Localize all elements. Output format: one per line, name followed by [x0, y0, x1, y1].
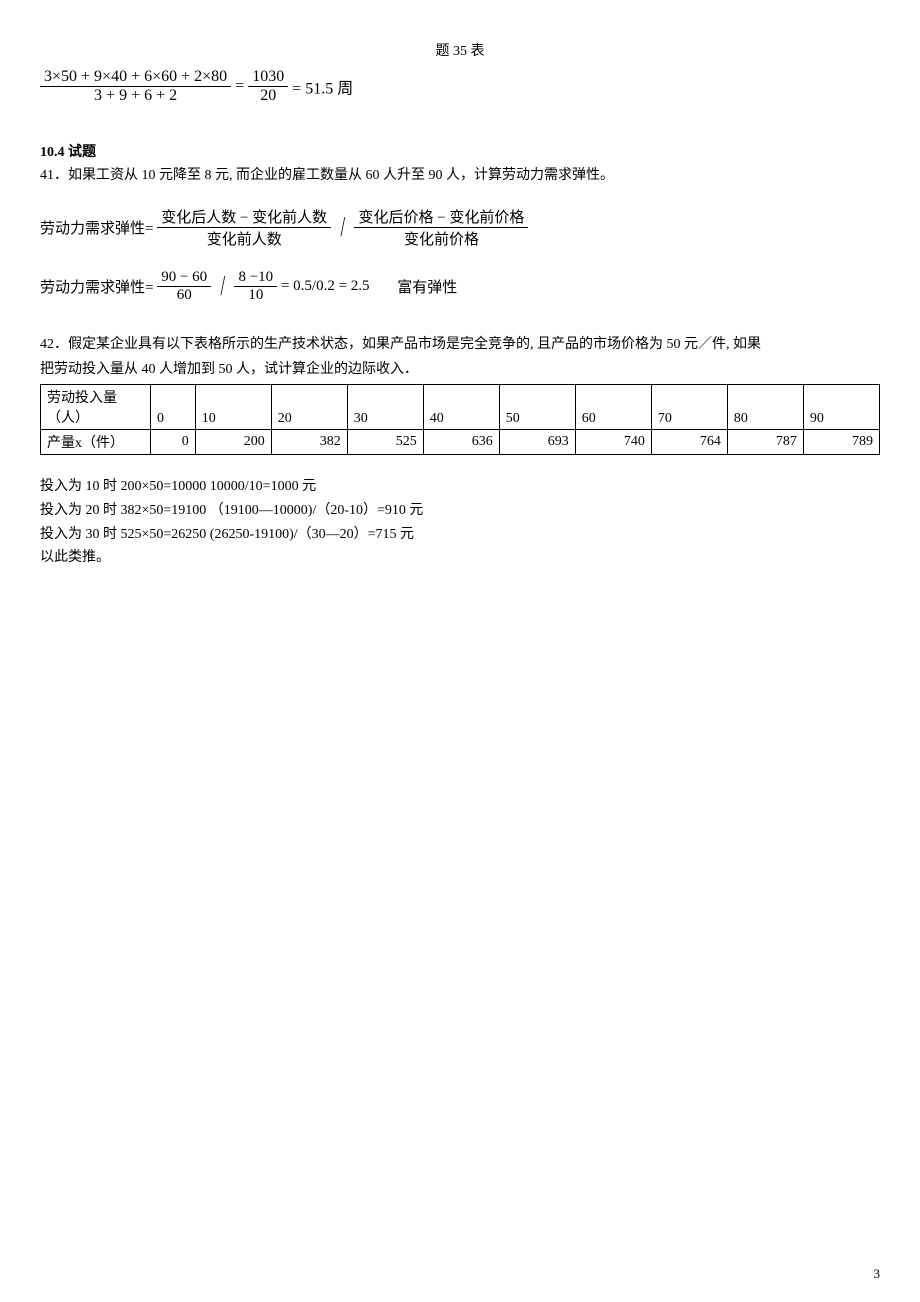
elasticity-calculation: 劳动力需求弹性= 90 − 60 60 / 8 −10 10 = 0.5/0.2… [40, 269, 880, 304]
elasticity-calc-f1-num: 90 − 60 [157, 269, 211, 287]
formula-1-mid-den: 20 [248, 87, 288, 105]
elasticity-calc-result: = 0.5/0.2 = 2.5 [281, 278, 370, 294]
table-cell: 787 [727, 430, 803, 455]
elasticity-left-den: 变化前人数 [157, 228, 331, 249]
section-heading: 10.4 试题 [40, 141, 880, 161]
calc-line-2: 投入为 20 时 382×50=19100 （19100—10000)/（20-… [40, 499, 880, 523]
table-35-title: 题 35 表 [40, 40, 880, 60]
question-41: 41．如果工资从 10 元降至 8 元, 而企业的雇工数量从 60 人升至 90… [40, 165, 880, 186]
table-cell: 30 [347, 385, 423, 430]
table-cell: 740 [575, 430, 651, 455]
table-cell: 90 [803, 385, 879, 430]
table-row: 劳动投入量（人） 0 10 20 30 40 50 60 70 80 90 [41, 385, 880, 430]
table-cell: 0 [151, 430, 196, 455]
formula-1-numerator: 3×50 + 9×40 + 6×60 + 2×80 [40, 68, 231, 87]
formula-1-result: = 51.5 周 [292, 81, 353, 98]
elasticity-formula-definition: 劳动力需求弹性= 变化后人数 − 变化前人数 变化前人数 / 变化后价格 − 变… [40, 206, 880, 249]
table-cell: 80 [727, 385, 803, 430]
calc-line-1: 投入为 10 时 200×50=10000 10000/10=1000 元 [40, 475, 880, 499]
elasticity-label: 劳动力需求弹性= [40, 221, 153, 237]
formula-1-denominator: 3 + 9 + 6 + 2 [40, 87, 231, 105]
elasticity-calc-f2-den: 10 [234, 287, 277, 304]
table-row1-label: 劳动投入量（人） [41, 385, 151, 430]
production-table: 劳动投入量（人） 0 10 20 30 40 50 60 70 80 90 产量… [40, 384, 880, 455]
elasticity-calc-label: 劳动力需求弹性= [40, 280, 153, 296]
elasticity-calc-f2-num: 8 −10 [234, 269, 277, 287]
table-cell: 60 [575, 385, 651, 430]
table-cell: 636 [423, 430, 499, 455]
table-cell: 525 [347, 430, 423, 455]
table-row: 产量x（件） 0 200 382 525 636 693 740 764 787… [41, 430, 880, 455]
page-number: 3 [874, 1266, 881, 1282]
calc-line-3: 投入为 30 时 525×50=26250 (26250-19100)/（30—… [40, 523, 880, 547]
table-cell: 50 [499, 385, 575, 430]
formula-1: 3×50 + 9×40 + 6×60 + 2×80 3 + 9 + 6 + 2 … [40, 68, 880, 105]
table-cell: 382 [271, 430, 347, 455]
table-cell: 693 [499, 430, 575, 455]
elasticity-note: 富有弹性 [397, 280, 457, 296]
elasticity-left-num: 变化后人数 − 变化前人数 [157, 206, 331, 228]
calc-line-4: 以此类推。 [40, 546, 880, 570]
table-cell: 764 [651, 430, 727, 455]
table-cell: 200 [195, 430, 271, 455]
formula-1-mid-num: 1030 [248, 68, 288, 87]
table-cell: 70 [651, 385, 727, 430]
elasticity-right-num: 变化后价格 − 变化前价格 [354, 206, 528, 228]
table-cell: 40 [423, 385, 499, 430]
question-42-line2: 把劳动投入量从 40 人增加到 50 人，试计算企业的边际收入． [40, 359, 880, 380]
table-row2-label: 产量x（件） [41, 430, 151, 455]
question-42-line1: 42．假定某企业具有以下表格所示的生产技术状态，如果产品市场是完全竞争的, 且产… [40, 334, 880, 355]
table-cell: 0 [151, 385, 196, 430]
table-cell: 10 [195, 385, 271, 430]
elasticity-right-den: 变化前价格 [354, 228, 528, 249]
elasticity-calc-f1-den: 60 [157, 287, 211, 304]
table-cell: 789 [803, 430, 879, 455]
table-cell: 20 [271, 385, 347, 430]
